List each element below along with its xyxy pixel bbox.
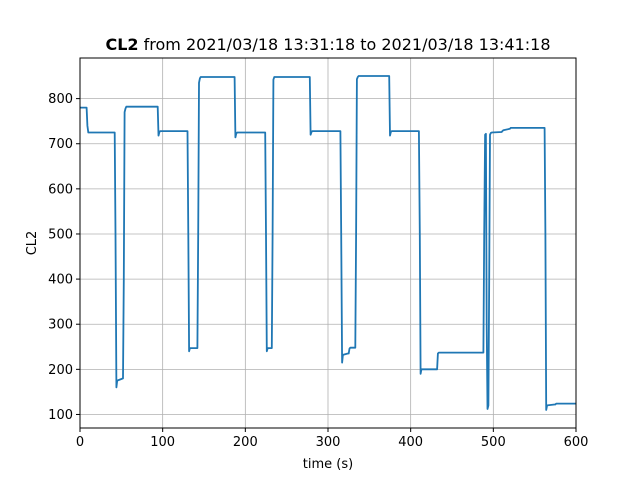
x-tick-label: 200: [233, 435, 258, 450]
y-tick-label: 600: [48, 182, 73, 197]
x-axis-label: time (s): [303, 457, 353, 472]
y-ticks: 100 200 300 400 500 600 700 800: [48, 92, 80, 423]
series-line: [80, 75, 576, 411]
grid: [79, 58, 577, 428]
plot-line-group: [80, 75, 576, 411]
y-axis-label: CL2: [25, 231, 40, 256]
x-tick-label: 300: [316, 435, 341, 450]
x-tick-label: 100: [150, 435, 175, 450]
y-tick-label: 800: [48, 92, 73, 107]
y-tick-label: 400: [48, 273, 73, 288]
x-ticks: 0 100 200 300 400 500 600: [76, 428, 589, 450]
x-tick-label: 0: [76, 435, 84, 450]
chart-title-rest: from 2021/03/18 13:31:18 to 2021/03/18 1…: [139, 35, 551, 54]
chart-title: CL2 from 2021/03/18 13:31:18 to 2021/03/…: [105, 35, 550, 54]
y-tick-label: 500: [48, 227, 73, 242]
x-tick-label: 400: [398, 435, 423, 450]
x-tick-label: 600: [564, 435, 589, 450]
chart-title-bold: CL2: [105, 35, 138, 54]
y-tick-label: 100: [48, 408, 73, 423]
x-tick-label: 500: [481, 435, 506, 450]
y-tick-label: 700: [48, 137, 73, 152]
y-tick-label: 300: [48, 318, 73, 333]
y-tick-label: 200: [48, 363, 73, 378]
